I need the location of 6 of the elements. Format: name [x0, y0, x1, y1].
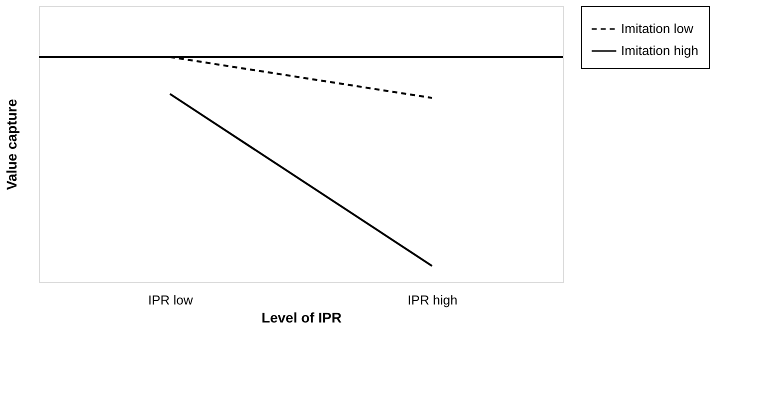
x-tick-label: IPR low [148, 292, 194, 308]
legend-label: Imitation high [621, 43, 698, 58]
x-tick-label: IPR high [408, 292, 458, 308]
y-axis-title: Value capture [4, 98, 20, 190]
x-axis-title: Level of IPR [261, 310, 342, 326]
legend-label: Imitation low [621, 21, 694, 36]
